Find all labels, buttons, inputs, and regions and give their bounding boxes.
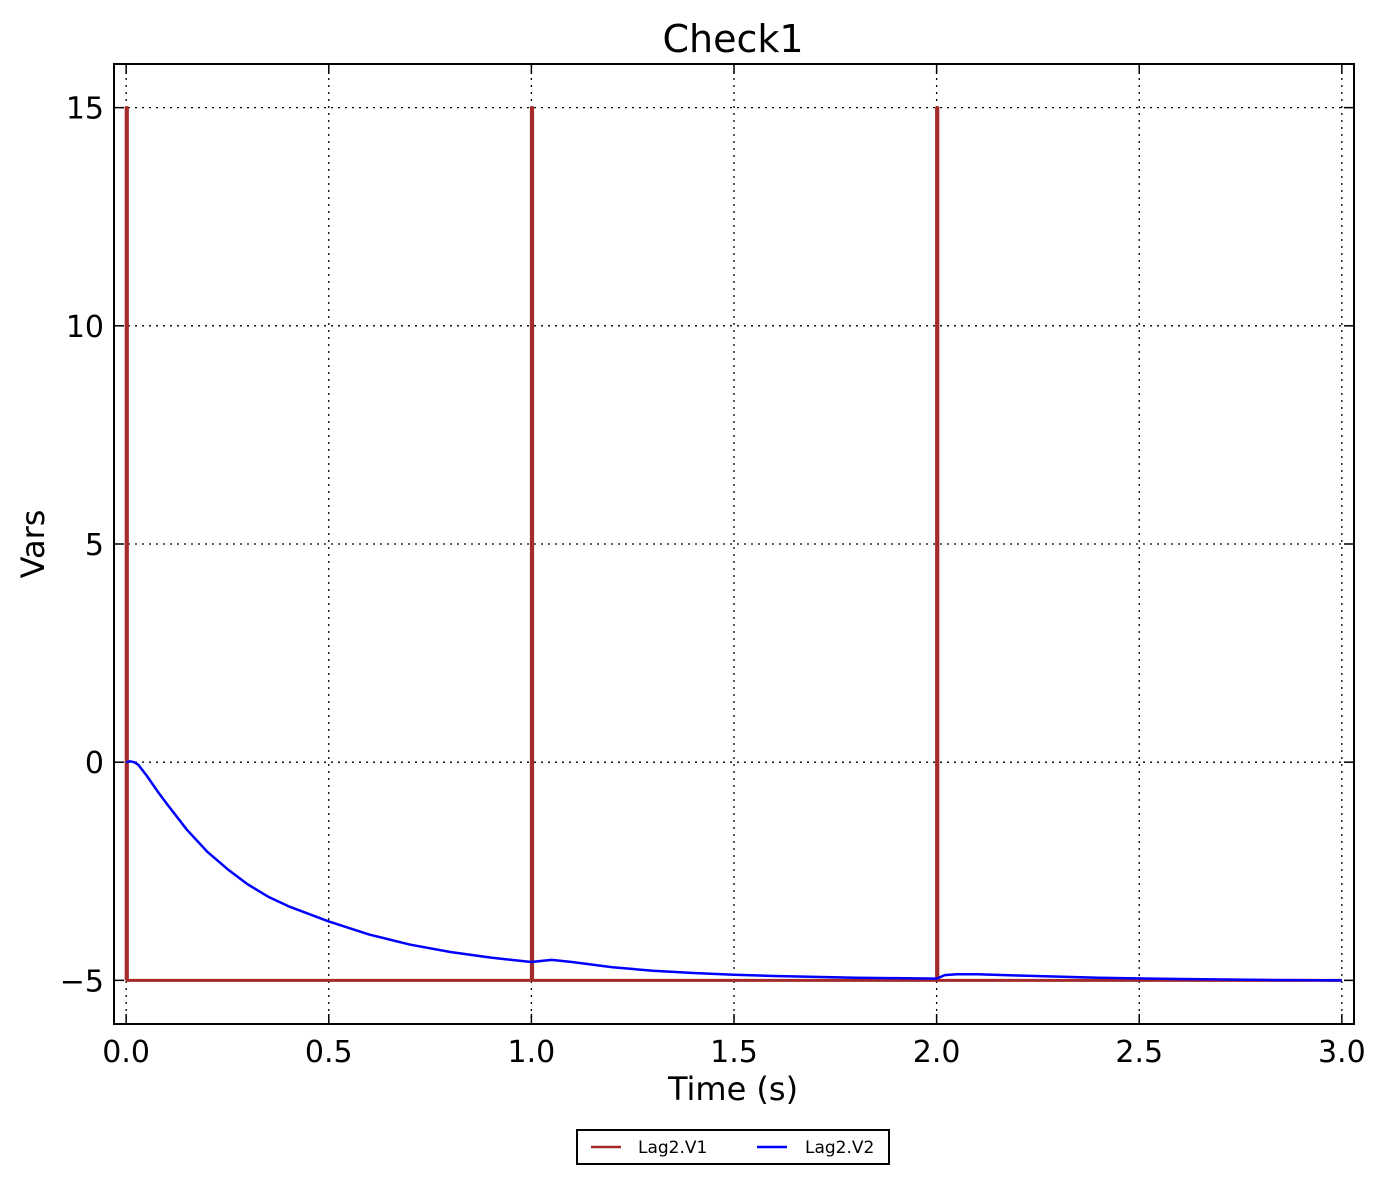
chart-title: Check1 [662, 17, 803, 61]
legend-label-lag2-v2: Lag2.V2 [805, 1138, 874, 1158]
series-line-lag2-v1 [124, 106, 1342, 982]
y-axis-label: Vars [14, 510, 52, 579]
series-layer [124, 106, 1342, 982]
x-tick-label: 1.5 [710, 1035, 758, 1070]
x-tick-label: 0.0 [102, 1035, 150, 1070]
x-tick-label: 2.5 [1115, 1035, 1163, 1070]
ticks: 0.0 0.5 1.0 1.5 2.0 2.5 3.0 −5 0 5 10 15 [60, 64, 1366, 1070]
x-tick-label: 2.0 [913, 1035, 961, 1070]
y-tick-label: 0 [85, 746, 104, 781]
x-tick-label: 0.5 [305, 1035, 353, 1070]
y-tick-label: −5 [60, 964, 104, 999]
x-tick-label: 1.0 [508, 1035, 556, 1070]
legend: Lag2.V1 Lag2.V2 [576, 1129, 890, 1165]
legend-label-lag2-v1: Lag2.V1 [638, 1138, 707, 1158]
legend-box [576, 1129, 890, 1165]
x-tick-label: 3.0 [1318, 1035, 1366, 1070]
y-tick-label: 10 [66, 310, 104, 345]
series-line-lag2-v2 [125, 760, 1342, 982]
y-tick-label: 15 [66, 92, 104, 127]
y-tick-label: 5 [85, 528, 104, 563]
x-axis-label: Time (s) [667, 1070, 798, 1108]
